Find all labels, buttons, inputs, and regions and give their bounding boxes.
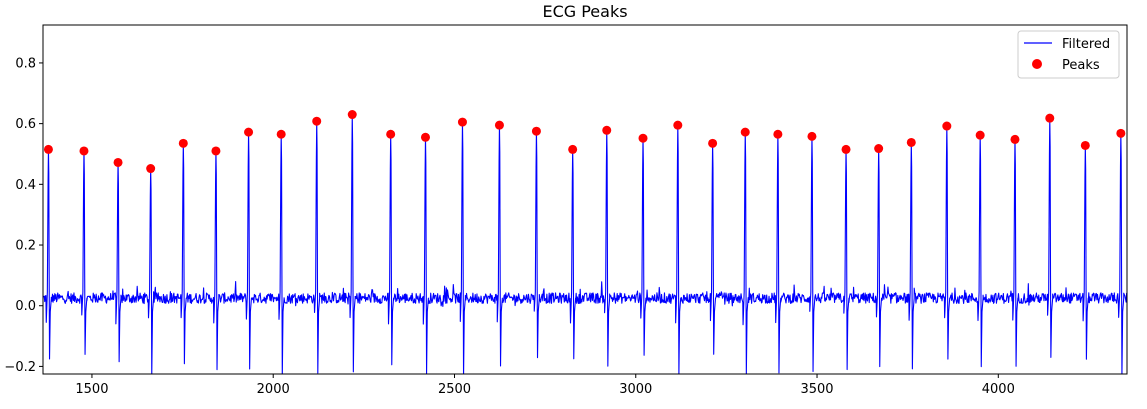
peak-point — [178, 138, 188, 148]
peak-point — [211, 146, 221, 156]
x-tick-label: 1500 — [75, 382, 108, 397]
peak-point — [807, 131, 817, 141]
peak-point — [1045, 113, 1055, 123]
peak-point — [841, 144, 851, 154]
peak-point — [347, 110, 357, 120]
peak-point — [602, 125, 612, 135]
y-tick-label: −0.2 — [4, 360, 36, 375]
y-tick-label: 0.6 — [15, 117, 36, 132]
peak-point — [244, 127, 254, 137]
series-line-filtered — [43, 113, 1127, 374]
peak-point — [740, 127, 750, 137]
peak-point — [1010, 134, 1020, 144]
peak-point — [708, 138, 718, 148]
peak-point — [568, 144, 578, 154]
legend-label-peaks: Peaks — [1062, 58, 1100, 73]
legend: Filtered Peaks — [1017, 30, 1120, 79]
peak-point — [43, 144, 53, 154]
x-tick-label: 3000 — [619, 382, 652, 397]
peak-point — [113, 157, 123, 167]
peak-point — [874, 144, 884, 154]
peak-point — [312, 116, 322, 126]
peak-point — [420, 132, 430, 142]
y-tick-label: 0.0 — [15, 299, 36, 314]
peak-point — [638, 133, 648, 143]
y-tick-label: 0.8 — [15, 56, 36, 71]
peak-point — [276, 129, 286, 139]
peak-point — [1080, 140, 1090, 150]
peak-point — [386, 129, 396, 139]
chart-title: ECG Peaks — [542, 2, 627, 21]
peak-point — [494, 120, 504, 130]
legend-dot-swatch — [1032, 59, 1042, 69]
x-tick-label: 4000 — [982, 382, 1015, 397]
legend-label-filtered: Filtered — [1062, 37, 1110, 52]
peak-point — [146, 164, 156, 174]
y-tick-label: 0.4 — [15, 178, 36, 193]
peak-point — [975, 130, 985, 140]
y-tick-label: 0.2 — [15, 239, 36, 254]
x-tick-label: 3500 — [800, 382, 833, 397]
peak-point — [1116, 128, 1126, 138]
axes-frame — [42, 24, 1128, 375]
peak-point — [906, 137, 916, 147]
plot-area — [43, 110, 1127, 374]
peak-point — [673, 120, 683, 130]
peak-point — [942, 121, 952, 131]
peak-point — [531, 126, 541, 136]
plot-clipped-group — [43, 110, 1127, 374]
peak-point — [457, 117, 467, 127]
peak-point — [79, 146, 89, 156]
peak-point — [773, 129, 783, 139]
axes: 1500 2000 2500 3000 3500 4000 −0.2 0.0 0.2 0.4 0.6… — [4, 24, 1128, 397]
x-tick-label: 2500 — [438, 382, 471, 397]
x-tick-label: 2000 — [257, 382, 290, 397]
